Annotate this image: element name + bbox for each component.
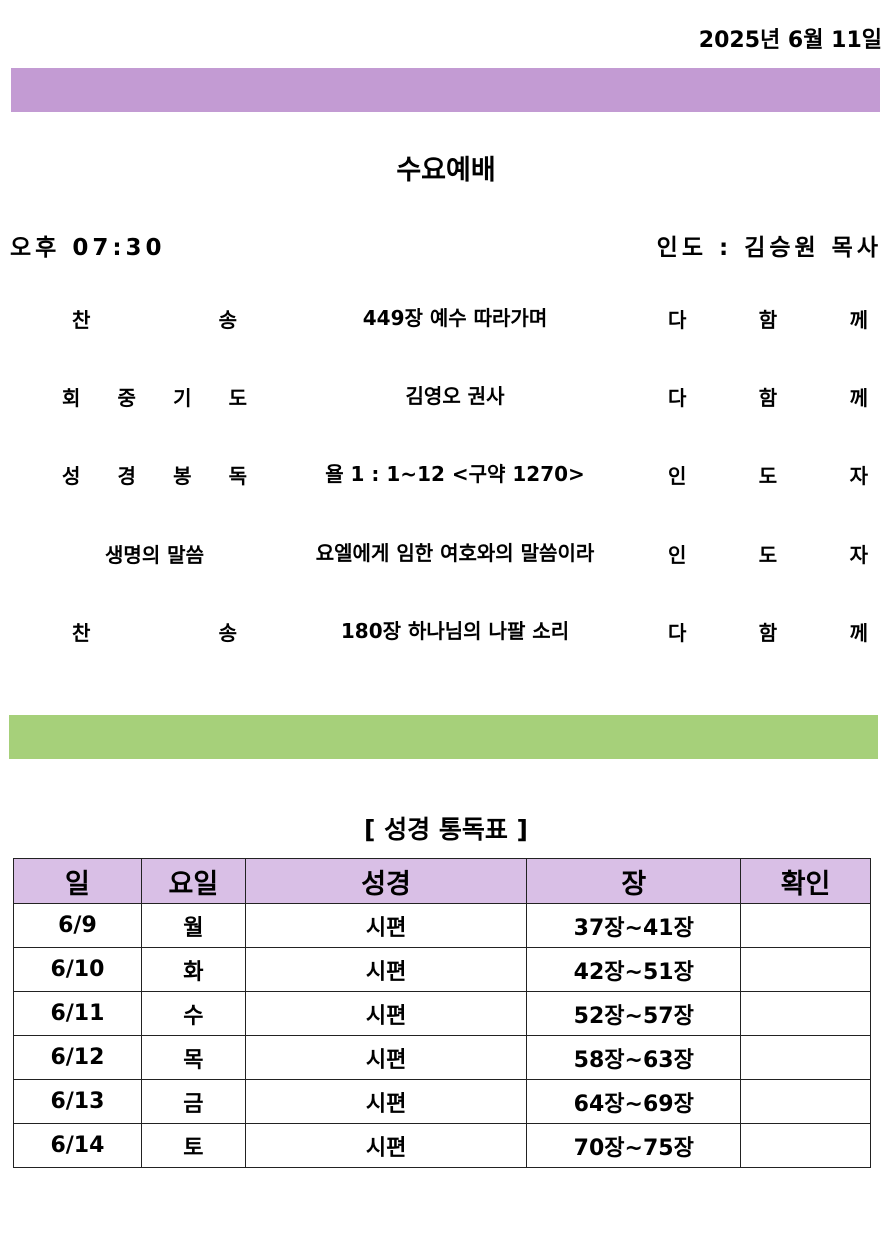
table-cell: 64장~69장 bbox=[526, 1079, 742, 1124]
column-header: 확인 bbox=[740, 858, 871, 904]
check-cell[interactable] bbox=[740, 1035, 871, 1080]
order-label-char: 도 bbox=[228, 385, 247, 410]
table-cell: 시편 bbox=[244, 991, 528, 1036]
order-performer-char: 인 bbox=[668, 463, 687, 488]
table-cell: 52장~57장 bbox=[526, 991, 742, 1036]
order-label-char: 성 bbox=[62, 463, 81, 488]
check-cell[interactable] bbox=[740, 991, 871, 1036]
order-row: 생명의 말씀 요엘에게 임한 여호와의 말씀이라 인 도 자 bbox=[0, 523, 892, 583]
order-performer-char: 께 bbox=[849, 620, 868, 645]
table-cell: 42장~51장 bbox=[526, 947, 742, 992]
table-cell: 시편 bbox=[244, 1123, 528, 1168]
table-row: 6/11 수 시편 52장~57장 bbox=[13, 991, 871, 1036]
table-cell: 월 bbox=[140, 903, 246, 948]
date: 2025년 6월 11일 bbox=[698, 28, 882, 53]
page-title: 수요예배 bbox=[396, 155, 496, 186]
order-performer-char: 자 bbox=[849, 463, 868, 488]
table-cell: 37장~41장 bbox=[526, 903, 742, 948]
table-row: 6/10 화 시편 42장~51장 bbox=[13, 947, 871, 992]
reading-title: [ 성경 통독표 ] bbox=[364, 815, 528, 844]
order-row: 회 중 기 도 김영오 권사 다 함 께 bbox=[0, 366, 892, 426]
order-content: 욜 1 : 1~12 <구약 1270> bbox=[325, 462, 585, 486]
column-header: 일 bbox=[13, 858, 142, 904]
table-cell: 화 bbox=[140, 947, 246, 992]
service-time: 오후 07:30 bbox=[10, 235, 166, 261]
order-performer-char: 께 bbox=[849, 307, 868, 332]
order-content: 180장 하나님의 나팔 소리 bbox=[340, 619, 570, 643]
reading-table: 일 요일 성경 장 확인 6/9 월 시편 37장~41장 6/10 화 시편 42장~51장 6/11… bbox=[13, 858, 871, 1168]
order-performer-char: 인 bbox=[668, 542, 687, 567]
table-row: 6/9 월 시편 37장~41장 bbox=[13, 903, 871, 948]
order-performer-char: 함 bbox=[758, 620, 778, 645]
order-label-char: 생명의 말씀 bbox=[105, 542, 204, 567]
service-leader: 인도 : 김승원 목사 bbox=[656, 235, 882, 261]
order-performer-char: 자 bbox=[849, 542, 868, 567]
table-cell: 수 bbox=[140, 991, 246, 1036]
table-header-row: 일 요일 성경 장 확인 bbox=[13, 858, 871, 904]
order-content: 449장 예수 따라가며 bbox=[362, 306, 548, 330]
table-cell: 시편 bbox=[244, 1035, 528, 1080]
order-row: 성 경 봉 독 욜 1 : 1~12 <구약 1270> 인 도 자 bbox=[0, 444, 892, 504]
order-row: 찬 송 449장 예수 따라가며 다 함 께 bbox=[0, 288, 892, 348]
table-row: 6/14 토 시편 70장~75장 bbox=[13, 1123, 871, 1168]
column-header: 요일 bbox=[140, 858, 246, 904]
table-cell: 목 bbox=[140, 1035, 246, 1080]
table-cell: 토 bbox=[140, 1123, 246, 1168]
order-performer-char: 다 bbox=[668, 307, 687, 332]
order-label-char: 송 bbox=[218, 620, 237, 645]
order-content: 김영오 권사 bbox=[405, 384, 505, 408]
order-label-char: 회 bbox=[62, 385, 81, 410]
order-label-char: 중 bbox=[117, 385, 136, 410]
top-divider-bar bbox=[11, 68, 880, 112]
order-label-char: 송 bbox=[218, 307, 237, 332]
table-cell: 6/10 bbox=[13, 947, 142, 992]
table-cell: 금 bbox=[140, 1079, 246, 1124]
middle-divider-bar bbox=[9, 715, 878, 759]
check-cell[interactable] bbox=[740, 1123, 871, 1168]
order-label-char: 봉 bbox=[173, 463, 192, 488]
order-performer-char: 도 bbox=[758, 463, 778, 488]
order-label-char: 찬 bbox=[72, 307, 91, 332]
check-cell[interactable] bbox=[740, 903, 871, 948]
order-label-char: 독 bbox=[228, 463, 247, 488]
table-cell: 시편 bbox=[244, 947, 528, 992]
table-row: 6/12 목 시편 58장~63장 bbox=[13, 1035, 871, 1080]
table-cell: 시편 bbox=[244, 1079, 528, 1124]
order-row: 찬 송 180장 하나님의 나팔 소리 다 함 께 bbox=[0, 601, 892, 661]
table-cell: 6/11 bbox=[13, 991, 142, 1036]
table-row: 6/13 금 시편 64장~69장 bbox=[13, 1079, 871, 1124]
order-performer-char: 다 bbox=[668, 385, 687, 410]
table-cell: 6/12 bbox=[13, 1035, 142, 1080]
check-cell[interactable] bbox=[740, 947, 871, 992]
table-cell: 시편 bbox=[244, 903, 528, 948]
table-cell: 6/13 bbox=[13, 1079, 142, 1124]
order-performer-char: 함 bbox=[758, 385, 778, 410]
table-cell: 70장~75장 bbox=[526, 1123, 742, 1168]
table-cell: 6/14 bbox=[13, 1123, 142, 1168]
column-header: 장 bbox=[526, 858, 742, 904]
order-label-char: 기 bbox=[173, 385, 192, 410]
check-cell[interactable] bbox=[740, 1079, 871, 1124]
order-label: 생명의 말씀 bbox=[62, 523, 247, 583]
order-content: 요엘에게 임한 여호와의 말씀이라 bbox=[315, 541, 595, 565]
order-label-char: 찬 bbox=[72, 620, 91, 645]
table-cell: 6/9 bbox=[13, 903, 142, 948]
table-cell: 58장~63장 bbox=[526, 1035, 742, 1080]
order-label-char: 경 bbox=[117, 463, 136, 488]
column-header: 성경 bbox=[244, 858, 528, 904]
order-performer-char: 도 bbox=[758, 542, 778, 567]
order-performer-char: 함 bbox=[758, 307, 778, 332]
order-performer-char: 께 bbox=[849, 385, 868, 410]
order-performer-char: 다 bbox=[668, 620, 687, 645]
